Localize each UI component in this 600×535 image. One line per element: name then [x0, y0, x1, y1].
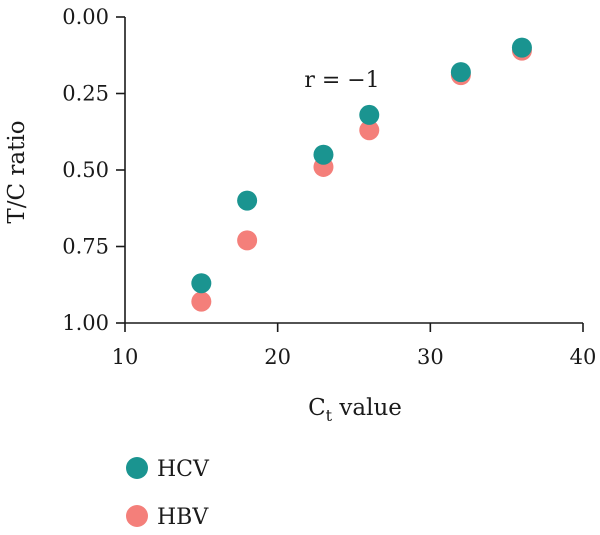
x-tick-label: 10: [112, 345, 139, 369]
point-hbv: [237, 230, 258, 251]
y-tick-label: 0.50: [62, 158, 109, 182]
point-hcv: [359, 104, 380, 125]
x-axis-title: Ct value: [308, 395, 402, 425]
x-tick-label: 20: [264, 345, 291, 369]
x-tick-label: 40: [570, 345, 597, 369]
y-tick-label: 1.00: [62, 311, 109, 335]
point-hbv: [359, 120, 380, 141]
point-hcv: [450, 62, 471, 83]
point-hcv: [237, 190, 258, 211]
y-tick-label: 0.75: [62, 235, 109, 259]
y-axis-title: T/C ratio: [4, 120, 30, 223]
point-hbv: [191, 291, 212, 312]
point-hcv: [191, 273, 212, 294]
point-hcv: [511, 37, 532, 58]
x-tick-label: 30: [417, 345, 444, 369]
legend-label-hbv: HBV: [157, 505, 209, 530]
x-axis-title-main: C: [308, 395, 326, 421]
legend-marker-hcv: [126, 457, 148, 479]
y-tick-label: 0.25: [62, 82, 109, 106]
legend-marker-hbv: [126, 505, 148, 527]
data-points: [191, 37, 532, 312]
x-axis-title-subscript: t: [326, 406, 333, 425]
x-axis-title-rest: value: [332, 395, 402, 421]
legend-label-hcv: HCV: [157, 457, 210, 482]
point-hcv: [313, 144, 334, 165]
correlation-annotation: r = −1: [304, 68, 379, 93]
legend: HCV HBV: [126, 457, 210, 530]
y-tick-label: 0.00: [62, 5, 109, 29]
